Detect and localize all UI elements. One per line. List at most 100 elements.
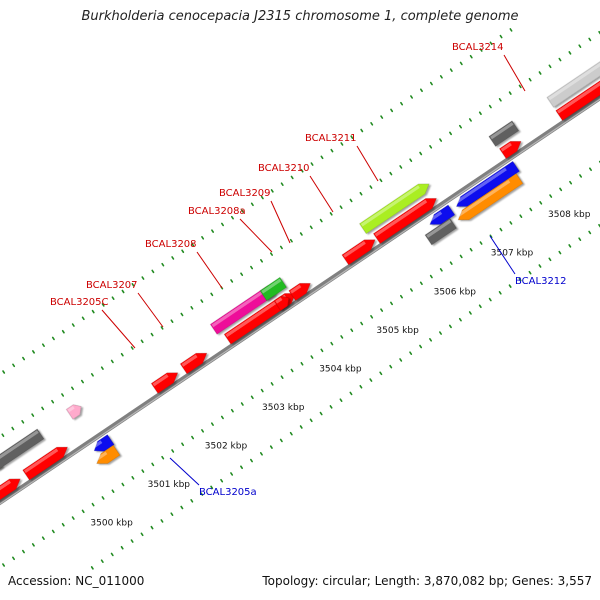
tick-dot: [478, 304, 482, 309]
feature-lime-shine: [360, 185, 420, 227]
tick-dot: [41, 343, 45, 347]
tick-dot: [489, 41, 493, 46]
tick-dot: [400, 294, 403, 299]
tick-dot: [578, 44, 582, 48]
feature-cds-shine: [500, 142, 512, 152]
tick-dot: [399, 358, 403, 362]
tick-dot: [22, 356, 26, 361]
tick-dot: [369, 378, 373, 382]
tick-dot: [270, 252, 273, 256]
leader-line: [356, 145, 379, 182]
tick-dot: [359, 191, 363, 196]
leader-line: [503, 54, 526, 92]
tick-dot: [449, 68, 453, 72]
tick-dot: [488, 297, 492, 302]
tick-dot: [260, 259, 263, 263]
tick-dot: [299, 425, 303, 429]
feature-cds-shine: [275, 297, 283, 304]
feature-magenta-shine: [211, 287, 269, 328]
tick-dot: [320, 348, 324, 353]
tick-dot: [100, 559, 104, 563]
tick-dot: [558, 57, 562, 62]
tick-dot: [90, 373, 94, 377]
tick-dot: [310, 162, 314, 166]
feature-cds-shine: [24, 448, 59, 473]
tick-dot: [259, 452, 263, 456]
tick-dot: [101, 303, 105, 307]
tick-dot: [101, 496, 105, 500]
feature-blue-reverse: [92, 434, 115, 452]
tick-dot: [320, 155, 324, 160]
tick-dot: [151, 462, 155, 467]
tick-dot: [458, 317, 462, 322]
tick-dot: [51, 529, 55, 534]
tick-dot: [309, 225, 313, 230]
tick-dot: [519, 214, 523, 218]
leader-line: [239, 218, 273, 253]
tick-dot: [439, 331, 442, 335]
tick-dot: [140, 339, 144, 344]
tick-dot: [578, 237, 582, 241]
feature-light-gray-shine: [548, 54, 600, 101]
tick-dot: [300, 361, 304, 366]
tick-dot: [131, 283, 135, 287]
tick-dot: [81, 316, 85, 321]
tick-dot: [319, 411, 323, 416]
feature-blue-reverse-body: [456, 160, 520, 207]
tick-dot: [120, 352, 124, 357]
feature-cds: [0, 478, 21, 507]
tick-dot: [21, 549, 25, 554]
tick-dot: [499, 34, 503, 39]
tick-dot: [529, 207, 533, 212]
tick-dot: [568, 51, 572, 55]
tick-dot: [71, 516, 75, 520]
tick-dot: [330, 148, 334, 153]
tick-dot: [498, 98, 502, 102]
tick-dot: [100, 366, 104, 370]
feature-pink-marker-shine: [67, 406, 75, 413]
tick-dot: [439, 75, 443, 79]
tick-dot: [459, 254, 463, 259]
gene-label: BCAL3209: [219, 188, 271, 199]
feature-green-shine: [261, 278, 282, 294]
feature-cds: [150, 372, 179, 394]
feature-cds: [341, 239, 376, 266]
tick-dot: [180, 312, 184, 317]
tick-dot: [419, 344, 423, 349]
tick-dot: [201, 429, 204, 433]
feature-gene-gray: [424, 217, 458, 246]
feature-cds-body: [555, 70, 600, 121]
feature-orange-reverse-body: [457, 173, 524, 221]
tick-dot: [569, 180, 573, 185]
leader-line: [169, 457, 200, 486]
leader-line: [137, 292, 164, 328]
tick-dot: [220, 478, 224, 483]
feature-gene-gray-shine: [490, 122, 514, 140]
tick-dot: [250, 395, 254, 400]
feature-cds: [372, 198, 437, 245]
tick-dot: [319, 218, 323, 223]
tick-dot: [130, 346, 134, 350]
tick-dot: [280, 182, 284, 186]
tick-dot: [260, 388, 264, 393]
tick-dot: [468, 118, 472, 122]
tick-dot: [191, 242, 195, 247]
tick-dot: [360, 128, 364, 133]
accession-text: Accession: NC_011000: [8, 574, 145, 588]
tick-dot: [469, 247, 473, 252]
tick-dot: [359, 384, 363, 389]
feature-blue-reverse-body: [429, 204, 456, 225]
tick-dot: [51, 399, 55, 404]
tick-dot: [31, 413, 35, 417]
gene-label: BCAL3208a: [188, 206, 246, 217]
feature-blue-reverse: [454, 160, 520, 207]
tick-dot: [589, 167, 592, 172]
tick-dot: [360, 321, 364, 326]
feature-cds: [273, 295, 290, 312]
scale-tick-label: 3508 kbp: [548, 210, 591, 220]
tick-dot: [300, 168, 304, 173]
feature-orange-reverse-shine: [456, 179, 511, 218]
feature-cds-shine: [557, 72, 600, 114]
